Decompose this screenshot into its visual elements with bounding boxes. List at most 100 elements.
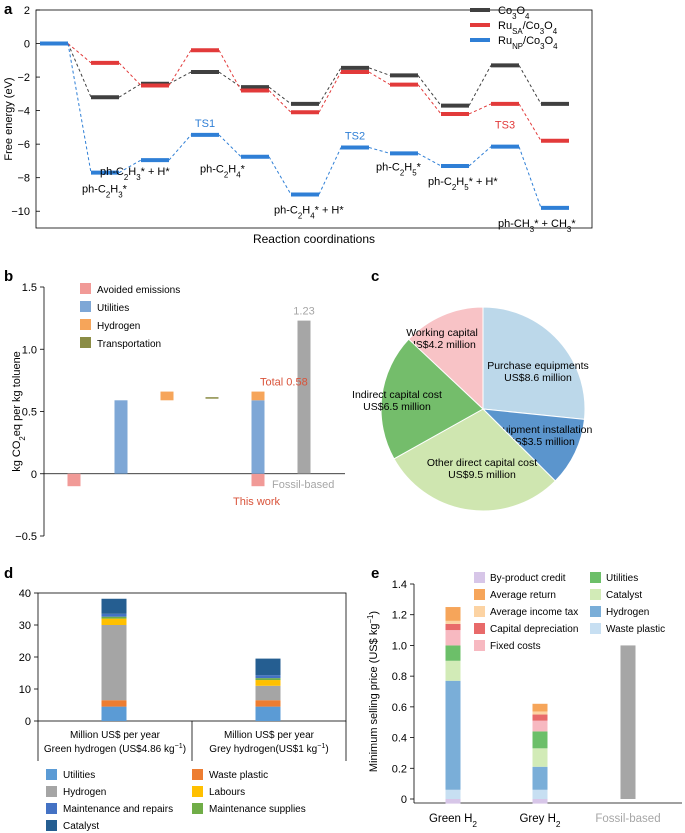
pie-slice-0 <box>407 306 484 411</box>
bar-0-5 <box>445 630 461 646</box>
total-label: Total 0.58 <box>260 376 308 388</box>
legend-label-0: Co3O4 <box>498 5 530 21</box>
legend-label-1: RuSA/Co3O4 <box>498 20 558 36</box>
legend-swatch-left-0 <box>474 572 485 583</box>
connector-2-3 <box>218 134 242 158</box>
ts1-label: TS1 <box>195 118 215 130</box>
panel-label-c: c <box>371 268 379 285</box>
legend-label-2: RuNP/Co3O4 <box>498 35 558 51</box>
legend-label-2: Hydrogen <box>97 321 140 332</box>
y-tick-label-6: 0.2 <box>392 763 407 775</box>
y-tick-label-1: 0 <box>24 39 30 51</box>
panel-label-d: d <box>4 565 13 582</box>
bar-0-3 <box>101 618 127 625</box>
series-0 <box>40 41 569 108</box>
y-tick-label-7: 0 <box>401 794 407 806</box>
legend-swatch-3 <box>80 337 91 348</box>
bar-0-1 <box>101 700 127 707</box>
bar-1-3 <box>532 748 548 767</box>
legend-swatch-2 <box>46 786 57 797</box>
bar-0-2 <box>445 680 461 790</box>
legend-label-right-3: Waste plastic <box>606 624 665 635</box>
bar-1-1 <box>532 789 548 799</box>
state-label-4: ph-C2H5* <box>376 161 422 177</box>
connector-2-8 <box>468 146 492 167</box>
connector-2-6 <box>368 147 391 154</box>
connector-0-0 <box>67 43 92 98</box>
legend-swatch-2 <box>80 319 91 330</box>
ts3-label: TS3 <box>495 120 515 132</box>
connector-0-8 <box>468 65 492 106</box>
y-axis-label: Minimum selling price (US$ kg−1) <box>366 611 381 772</box>
bar-0-7 <box>445 620 461 624</box>
y-tick-label-3: 10 <box>19 684 31 696</box>
pie-label-name-4: Indirect capital cost <box>352 389 442 401</box>
bar-2-9 <box>620 645 636 799</box>
legend-label-0: Utilities <box>63 770 95 781</box>
bar-0-2 <box>101 625 127 701</box>
legend-label-left-2: Average income tax <box>490 607 578 618</box>
legend-label-right-1: Catalyst <box>606 590 642 601</box>
pie-label-name-1: Purchase equipments <box>487 360 589 372</box>
connector-2-0 <box>67 43 92 173</box>
panel-b-emissions-chart: 1.5 1.0 0.5 0 −0.5 kg CO2eq per kg toluene Avo… <box>11 282 345 543</box>
y-tick-label-5: −8 <box>17 173 30 185</box>
bar-0-5 <box>101 613 127 617</box>
connector-0-9 <box>518 65 542 105</box>
legend-swatch-left-1 <box>474 589 485 600</box>
bar-fossil-based <box>297 320 311 474</box>
connector-1-1 <box>118 62 142 86</box>
bar-avoided-emissions <box>67 473 81 487</box>
legend-swatch-right-1 <box>590 589 601 600</box>
connector-1-9 <box>518 103 542 142</box>
panel-e-selling-price-chart: 1.4 1.2 1.0 0.8 0.6 0.4 0.2 0 Minimum selling pr… <box>366 572 682 829</box>
legend-swatch-left-3 <box>474 623 485 634</box>
panel-a-free-energy-chart: 2 0 −2 −4 −6 −8 −10 Free energy (eV) Reaction co… <box>3 5 593 246</box>
y-tick-label-4: 0.6 <box>392 702 407 714</box>
plot-frame <box>37 592 347 722</box>
legend-label-1: Waste plastic <box>209 770 268 781</box>
bar-this-work-hydrogen <box>251 391 265 401</box>
bar-1-5 <box>255 675 281 679</box>
connector-1-0 <box>67 43 92 64</box>
bar-1-3 <box>255 680 281 686</box>
fossil-based-label: Fossil-based <box>272 479 334 491</box>
y-tick-label-1: 30 <box>19 620 31 632</box>
state-label-1: ph-C2H3* + H* <box>100 166 170 182</box>
connector-1-8 <box>468 103 492 115</box>
category-label-2: Fossil-based <box>595 813 660 825</box>
legend-swatch-right-0 <box>590 572 601 583</box>
state-label-0: ph-C2H3* <box>82 184 128 200</box>
y-tick-label-1: 1.2 <box>392 610 407 622</box>
y-tick-label-2: 0.5 <box>22 407 37 419</box>
fossil-value-label: 1.23 <box>293 306 314 318</box>
legend-swatch-3 <box>192 786 203 797</box>
connector-2-7 <box>417 152 442 167</box>
legend-swatch-left-2 <box>474 606 485 617</box>
bar-this-work-utilities <box>251 400 265 474</box>
connector-2-4 <box>268 156 292 195</box>
category-label-1: Grey H2 <box>519 813 560 829</box>
pie-label-value-3: US$9.5 million <box>448 469 516 481</box>
legend-swatch-1 <box>192 769 203 780</box>
y-tick-label-1: 1.0 <box>22 344 37 356</box>
connector-0-2 <box>168 71 192 85</box>
legend-swatch-left-4 <box>474 640 485 651</box>
y-tick-label-2: 20 <box>19 652 31 664</box>
bar-this-work-avoided <box>251 473 265 487</box>
connector-0-4 <box>268 86 292 105</box>
pie-slice-3 <box>393 408 557 512</box>
bar-transportation <box>205 397 219 399</box>
legend-swatch-1 <box>80 301 91 312</box>
connector-2-2 <box>168 134 192 161</box>
connector-1-2 <box>168 49 192 86</box>
bar-1-4 <box>532 731 548 749</box>
bar-1-5 <box>532 720 548 732</box>
pie-label-value-0: US$4.2 million <box>408 339 476 351</box>
pie-slice-4 <box>380 338 484 460</box>
legend-label-3: Labours <box>209 787 245 798</box>
panel-label-b: b <box>4 268 13 285</box>
legend-label-2: Hydrogen <box>63 787 106 798</box>
series-2 <box>40 41 569 210</box>
